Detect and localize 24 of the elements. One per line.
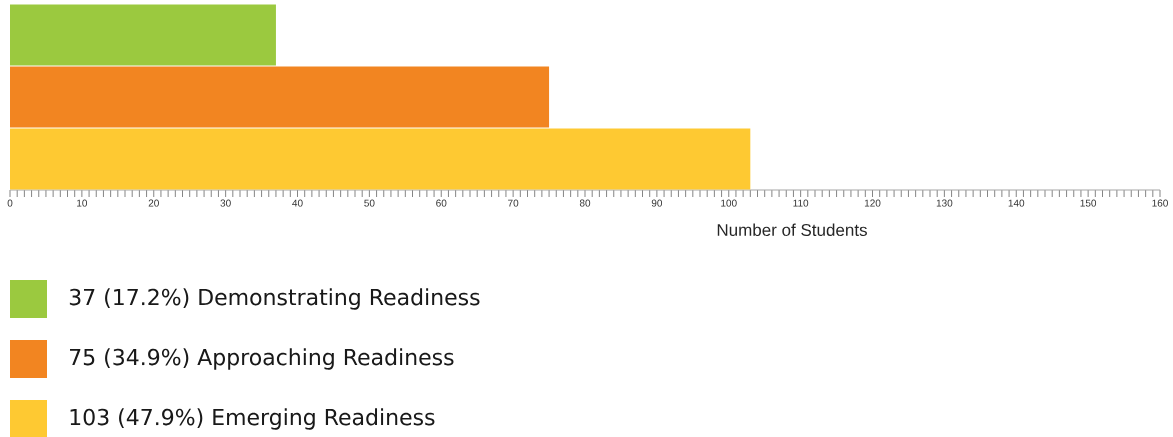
x-tick-label: 120 [864,199,881,207]
legend-label: 37 (17.2%) Demonstrating Readiness [69,288,480,310]
x-tick-label: 160 [1152,199,1168,207]
bar [10,66,550,128]
x-tick-label: 80 [579,199,591,207]
x-axis-title: Number of Students [717,223,867,237]
x-tick-label: 10 [77,199,88,207]
x-tick-label: 110 [793,199,809,207]
x-tick-label: 100 [721,199,737,207]
x-tick-label: 0 [7,199,13,207]
x-tick-label: 70 [508,199,519,207]
bar [10,128,751,190]
x-tick-label: 40 [292,199,303,207]
x-tick-label: 90 [651,199,663,207]
x-tick-label: 140 [1008,199,1025,207]
x-tick-label: 60 [436,199,447,207]
x-tick-label: 150 [1080,199,1097,207]
legend-label: 75 (34.9%) Approaching Readiness [70,348,454,370]
bar [10,4,276,66]
x-tick-label: 30 [220,199,231,207]
x-tick-label: 130 [936,199,953,207]
legend-label: 103 (47.9%) Emerging Readiness [70,408,435,430]
x-tick-label: 20 [148,199,159,207]
x-tick-label: 50 [364,199,375,207]
